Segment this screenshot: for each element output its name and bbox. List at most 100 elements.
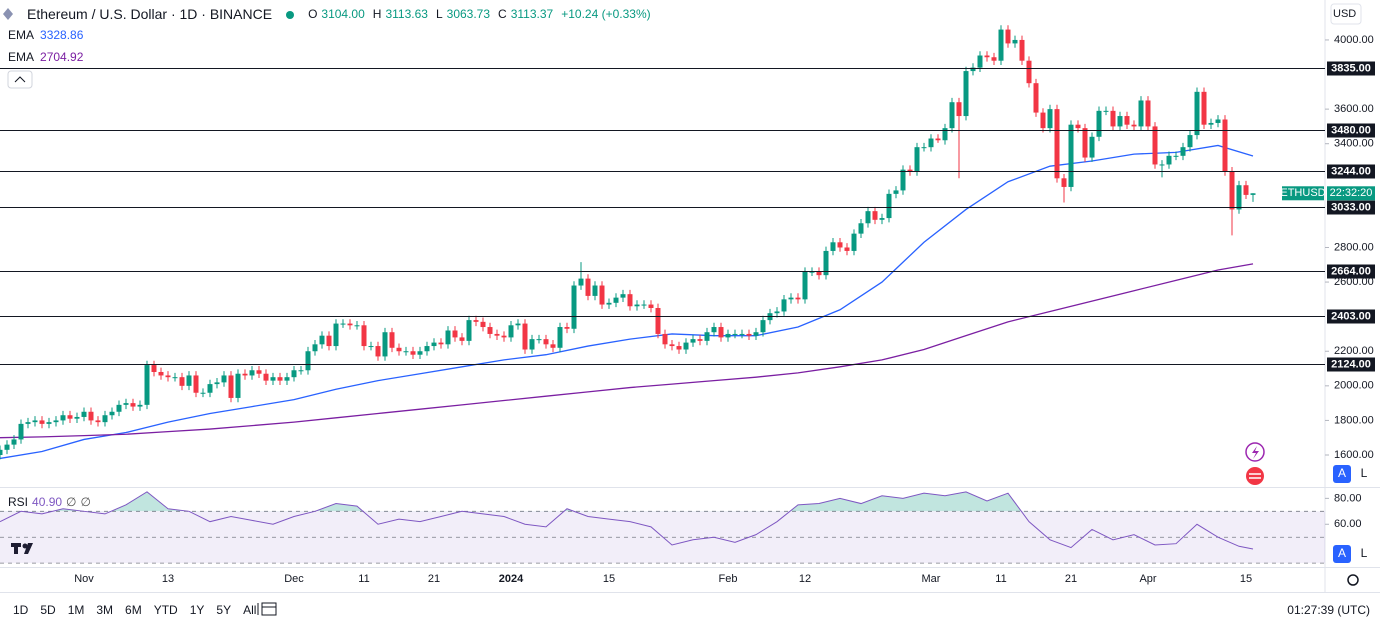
candle-body bbox=[200, 392, 206, 394]
range-button[interactable]: 1D bbox=[13, 603, 29, 617]
rsi-auto-scale-button[interactable] bbox=[1333, 545, 1351, 563]
x-tick-label: 15 bbox=[603, 573, 615, 585]
candle-body bbox=[172, 377, 178, 379]
candle-body bbox=[1159, 164, 1165, 166]
level-label: 2403.00 bbox=[1331, 310, 1371, 322]
range-button[interactable]: 1Y bbox=[189, 603, 205, 617]
ohlc-key: L bbox=[435, 7, 443, 21]
candle-body bbox=[480, 321, 486, 328]
ohlc-value: 3063.73 bbox=[446, 7, 491, 21]
y-tick-label: 4000.00 bbox=[1334, 34, 1374, 46]
ema-lines bbox=[0, 144, 1254, 460]
auto-scale-letter: A bbox=[1338, 466, 1346, 480]
y-tick-label: 3400.00 bbox=[1334, 138, 1374, 150]
range-button[interactable]: 5D bbox=[40, 603, 56, 617]
range-button[interactable]: 5Y bbox=[216, 603, 232, 617]
level-label-bg bbox=[1327, 61, 1375, 76]
flag-stripes bbox=[1249, 473, 1261, 479]
candle-body bbox=[613, 297, 619, 303]
candle-body bbox=[389, 332, 395, 348]
candle-body bbox=[935, 138, 941, 141]
candle-body bbox=[648, 304, 654, 309]
level-label-bg bbox=[1327, 264, 1375, 279]
candle-body bbox=[473, 320, 479, 322]
candle-body bbox=[564, 327, 570, 329]
ema-line bbox=[0, 144, 1254, 460]
range-button[interactable]: 6M bbox=[125, 603, 142, 617]
auto-scale-button[interactable] bbox=[1333, 465, 1351, 483]
rsi-param: ∅ bbox=[80, 495, 91, 509]
collapse-icon bbox=[14, 76, 26, 83]
rsi-line bbox=[0, 491, 1254, 550]
countdown-bg bbox=[1327, 186, 1375, 201]
candle-body bbox=[620, 294, 626, 298]
candle-body bbox=[116, 404, 122, 412]
candle-body bbox=[207, 384, 213, 393]
candle-body bbox=[46, 422, 52, 424]
rsi-y-tick-label: 60.00 bbox=[1334, 518, 1362, 530]
candle-body bbox=[487, 327, 493, 334]
level-label-bg bbox=[1327, 123, 1375, 138]
candle-body bbox=[781, 299, 787, 312]
rsi-param: ∅ bbox=[66, 495, 77, 509]
candle-body bbox=[158, 371, 164, 376]
candle-body bbox=[760, 320, 766, 333]
candle-body bbox=[697, 339, 703, 341]
price-change: +10.24 (+0.33%) bbox=[561, 7, 651, 21]
candle-body bbox=[403, 351, 409, 353]
candle-body bbox=[1215, 119, 1221, 123]
candle-body bbox=[1103, 110, 1109, 112]
rsi-y-tick-label: 80.00 bbox=[1334, 492, 1362, 504]
candle-body bbox=[1138, 100, 1144, 127]
currency[interactable]: USD bbox=[1333, 8, 1356, 20]
log-scale-letter[interactable]: L bbox=[1361, 466, 1368, 480]
candle-body bbox=[872, 211, 878, 220]
range-button[interactable]: YTD bbox=[153, 603, 178, 617]
x-tick-label: 13 bbox=[162, 573, 174, 585]
economic-event-icon[interactable] bbox=[1246, 467, 1264, 485]
candle-body bbox=[186, 375, 192, 386]
candle-body bbox=[74, 416, 80, 419]
candle-body bbox=[774, 311, 780, 314]
level-label-bg bbox=[1327, 357, 1375, 372]
rsi-log-scale-letter[interactable]: L bbox=[1361, 546, 1368, 560]
level-label: 3033.00 bbox=[1331, 201, 1371, 213]
candle-body bbox=[1019, 39, 1025, 61]
settings-icon[interactable] bbox=[1347, 574, 1359, 586]
candle-body bbox=[1117, 116, 1123, 127]
candle-body bbox=[690, 339, 696, 343]
last-price-symbol-bg bbox=[1282, 186, 1324, 201]
candle-body bbox=[634, 304, 640, 307]
candle-body bbox=[984, 55, 990, 58]
y-tick-label: 3600.00 bbox=[1334, 103, 1374, 115]
level-label: 2124.00 bbox=[1331, 358, 1371, 370]
candle-body bbox=[1047, 109, 1053, 129]
candle-body bbox=[1201, 91, 1207, 125]
candle-body bbox=[109, 411, 115, 416]
bottom-toolbar: 1D 5D 1M 3M 6M YTD 1Y 5Y All 01:27:39 (UTC) bbox=[0, 596, 1380, 624]
x-tick-label: 12 bbox=[799, 573, 811, 585]
market-open-dot bbox=[286, 11, 294, 19]
candle-body bbox=[942, 128, 948, 141]
candle-body bbox=[1089, 136, 1095, 158]
candle-body bbox=[1012, 39, 1018, 44]
candle-body bbox=[753, 332, 759, 336]
range-button[interactable]: All bbox=[243, 603, 257, 617]
level-label: 2664.00 bbox=[1331, 265, 1371, 277]
candle-body bbox=[907, 169, 913, 172]
candle-body bbox=[333, 323, 339, 347]
candle-body bbox=[340, 323, 346, 325]
candle-body bbox=[515, 323, 521, 326]
candle-body bbox=[1005, 29, 1011, 44]
range-button[interactable]: 3M bbox=[96, 603, 114, 617]
date-range-icon[interactable] bbox=[257, 602, 277, 616]
ema-value: 2704.92 bbox=[40, 50, 84, 64]
candle-body bbox=[298, 370, 304, 372]
candle-body bbox=[949, 102, 955, 129]
collapse-legend[interactable] bbox=[7, 70, 33, 89]
currency-button[interactable] bbox=[1330, 3, 1362, 25]
candle-body bbox=[550, 344, 556, 348]
range-button[interactable]: 1M bbox=[67, 603, 85, 617]
ema-line bbox=[0, 263, 1254, 439]
candle-body bbox=[375, 346, 381, 357]
